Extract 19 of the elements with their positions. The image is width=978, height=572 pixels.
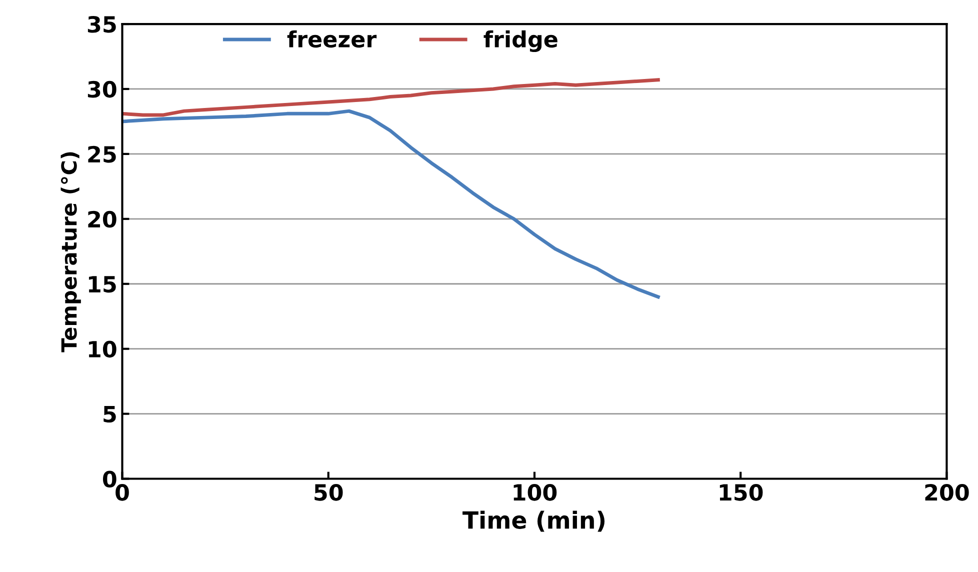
x-axis-title: Time (min) <box>462 510 605 532</box>
y-tick-label: 15 <box>88 276 116 293</box>
y-tick-label: 25 <box>88 146 116 163</box>
y-axis-title: Temperature (°C) <box>60 152 81 352</box>
y-tick-label: 0 <box>102 470 116 488</box>
x-tick-label: 200 <box>925 484 969 501</box>
line-series <box>122 109 660 299</box>
legend-label: freezer <box>287 30 377 48</box>
line-series <box>122 78 660 117</box>
x-tick-label: 0 <box>116 484 129 501</box>
legend-label: fridge <box>484 30 558 52</box>
x-tick-label: 50 <box>314 484 343 501</box>
y-tick-label: 30 <box>88 80 116 98</box>
y-tick-label: 35 <box>88 16 116 33</box>
x-tick-label: 150 <box>720 484 763 501</box>
y-tick-label: 20 <box>88 210 116 228</box>
y-tick-label: 5 <box>104 406 116 423</box>
y-tick-label: 10 <box>88 340 116 358</box>
x-tick-label: 100 <box>514 484 557 501</box>
